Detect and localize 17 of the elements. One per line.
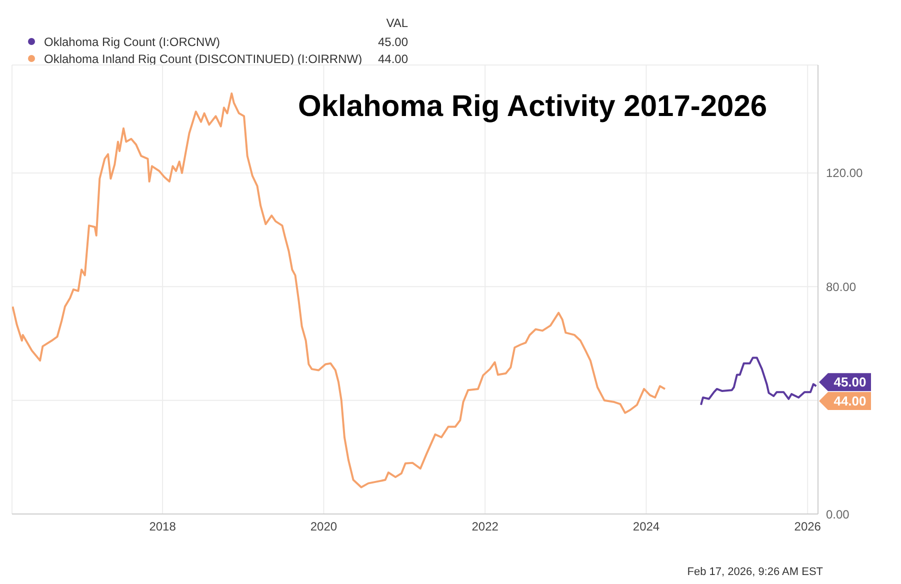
line-series [700, 356, 818, 406]
text: 45.00 [834, 374, 866, 390]
x-tick-label: 2024 [632, 520, 660, 534]
text: Oklahoma Rig Activity 2017-2026 [298, 90, 768, 124]
text: 44.00 [834, 393, 866, 408]
text: Feb 17, 2026, 9:26 AM EST [687, 566, 823, 578]
y-tick-label: 0.00 [826, 507, 850, 522]
text: 45.00 [378, 34, 408, 48]
annotation: 44.00 [378, 52, 408, 66]
x-tick-label: 2026 [794, 520, 822, 534]
x-tick-label: 2022 [472, 520, 499, 534]
y-tick-label: 120.00 [826, 166, 864, 180]
legend-title: VAL [385, 16, 408, 32]
x-tick-label: 2018 [149, 520, 176, 534]
x-tick-label: 2020 [310, 520, 338, 534]
legend-label: Oklahoma Rig Count (I:ORCNW) [44, 34, 222, 48]
y-tick-label: 80.00 [826, 280, 856, 294]
